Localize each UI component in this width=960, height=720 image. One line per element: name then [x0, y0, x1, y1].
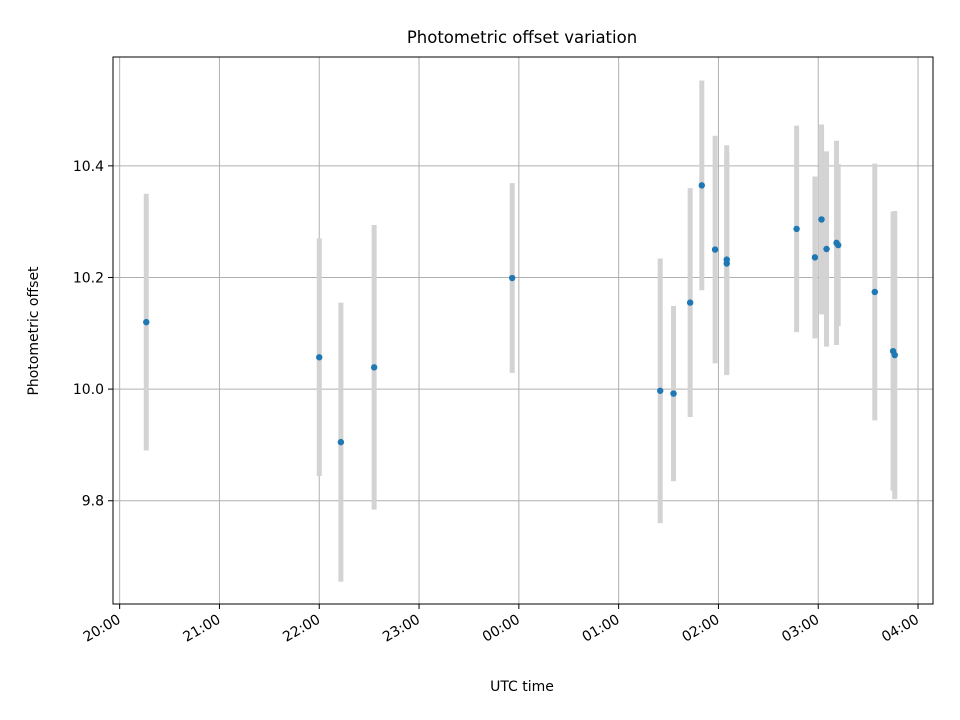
- data-point: [686, 299, 694, 306]
- data-point: [143, 318, 150, 326]
- data-points: [143, 182, 898, 446]
- y-tick-label: 10.0: [73, 382, 104, 398]
- data-point: [723, 256, 730, 263]
- y-axis-label: Photometric offset: [26, 266, 42, 396]
- y-tick-label: 10.2: [73, 270, 104, 286]
- data-point: [670, 390, 677, 397]
- data-point: [834, 241, 842, 249]
- y-axis: 9.8 10.0 10.2 10.4: [73, 159, 113, 510]
- data-point: [316, 354, 323, 361]
- data-point: [657, 387, 664, 394]
- chart-title: Photometric offset variation: [407, 28, 637, 47]
- data-point: [811, 254, 819, 261]
- data-point: [823, 245, 830, 253]
- data-point: [508, 274, 516, 282]
- x-axis-label: UTC time: [490, 679, 554, 695]
- data-point: [891, 351, 898, 359]
- data-point: [711, 246, 719, 253]
- y-tick-label: 9.8: [82, 494, 104, 510]
- plot-frame: [112, 56, 934, 605]
- data-point: [337, 438, 345, 446]
- data-point: [370, 364, 378, 371]
- data-point: [793, 225, 800, 233]
- data-point: [871, 288, 878, 296]
- y-tick-label: 10.4: [73, 159, 104, 175]
- data-point: [698, 182, 706, 189]
- data-point: [818, 216, 825, 223]
